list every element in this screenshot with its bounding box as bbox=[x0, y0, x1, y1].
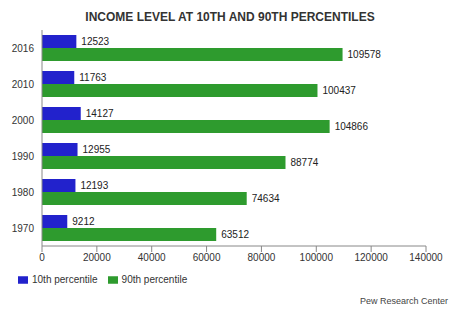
svg-text:74634: 74634 bbox=[252, 193, 280, 204]
svg-text:63512: 63512 bbox=[221, 229, 249, 240]
svg-text:140000: 140000 bbox=[409, 252, 443, 263]
svg-text:12955: 12955 bbox=[83, 144, 111, 155]
svg-text:60000: 60000 bbox=[193, 252, 221, 263]
svg-text:88774: 88774 bbox=[290, 157, 318, 168]
svg-text:80000: 80000 bbox=[248, 252, 276, 263]
svg-text:104866: 104866 bbox=[335, 121, 369, 132]
svg-text:1990: 1990 bbox=[12, 151, 35, 162]
svg-text:100437: 100437 bbox=[322, 85, 356, 96]
svg-text:100000: 100000 bbox=[300, 252, 334, 263]
svg-text:14127: 14127 bbox=[86, 108, 114, 119]
html-text:INCOME LEVEL AT 10TH AND 90TH: INCOME LEVEL AT 10TH AND 90TH PERCENTILE… bbox=[85, 10, 375, 24]
html-text:10th percentile: 10th percentile bbox=[32, 274, 98, 285]
html-text:90th percentile: 90th percentile bbox=[121, 274, 188, 285]
svg-text:109578: 109578 bbox=[348, 49, 382, 60]
svg-text:0: 0 bbox=[39, 252, 45, 263]
html-text:Pew Research Center: Pew Research Center bbox=[360, 296, 448, 306]
svg-text:20000: 20000 bbox=[83, 252, 111, 263]
svg-text:12523: 12523 bbox=[81, 36, 109, 47]
svg-text:1980: 1980 bbox=[12, 187, 35, 198]
svg-text:9212: 9212 bbox=[72, 216, 95, 227]
svg-text:2000: 2000 bbox=[12, 115, 35, 126]
svg-text:12193: 12193 bbox=[80, 180, 108, 191]
svg-text:2016: 2016 bbox=[12, 43, 35, 54]
svg-text:2010: 2010 bbox=[12, 79, 35, 90]
svg-text:1970: 1970 bbox=[12, 223, 35, 234]
svg-text:11763: 11763 bbox=[79, 72, 107, 83]
svg-text:120000: 120000 bbox=[354, 252, 388, 263]
svg-text:40000: 40000 bbox=[138, 252, 166, 263]
